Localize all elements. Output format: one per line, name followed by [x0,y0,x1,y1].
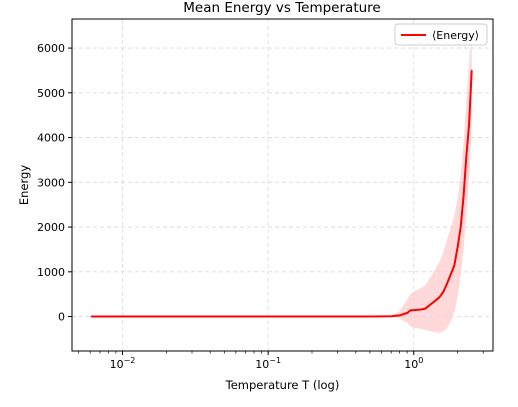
data-point [468,123,470,125]
data-point [446,282,448,284]
data-point [90,315,92,318]
data-point [399,314,401,316]
data-point [453,264,455,266]
data-point [402,313,405,315]
data-point [369,315,371,318]
data-point [438,296,440,298]
legend-box [394,23,488,46]
plot-frame [71,18,494,352]
error-band-layer [91,36,472,333]
data-point [413,309,415,311]
y-tick-label: 6000 [37,42,65,55]
y-tick-label: 4000 [37,132,65,145]
chart-title: Mean Energy vs Temperature [183,0,380,16]
x-tick-label: 10−2 [110,356,136,371]
y-tick-label: 5000 [37,87,65,100]
data-point [471,69,473,72]
data-point [267,315,269,318]
y-tick-label: 3000 [37,176,65,189]
data-point [434,300,436,302]
legend-label: ⟨Energy⟩ [432,29,479,42]
data-point [450,273,452,275]
x-axis-label: Temperature T (log) [225,378,340,392]
data-point [463,195,465,197]
y-tick-label: 2000 [37,221,65,234]
data-point [429,303,431,306]
legend: ⟨Energy⟩ [394,23,488,46]
error-band [91,36,472,333]
y-tick-label: 0 [58,311,65,324]
data-point [457,246,459,248]
data-point [390,315,392,317]
data-point [465,154,467,157]
data-point [460,226,462,228]
x-tick-label: 100 [404,356,423,371]
data-point [442,290,445,293]
axis-ticks: 0 1000 2000 3000 4000 5000 6000 10−2 10−1 100 [37,42,484,371]
data-point [409,309,412,311]
series-line-layer [90,69,473,318]
data-point [424,308,426,310]
data-point [419,309,421,311]
data-point [406,312,408,314]
y-axis-label: Energy [17,165,31,205]
x-tick-label: 10−1 [255,356,281,371]
y-tick-label: 1000 [37,266,65,279]
series-line [91,70,473,318]
